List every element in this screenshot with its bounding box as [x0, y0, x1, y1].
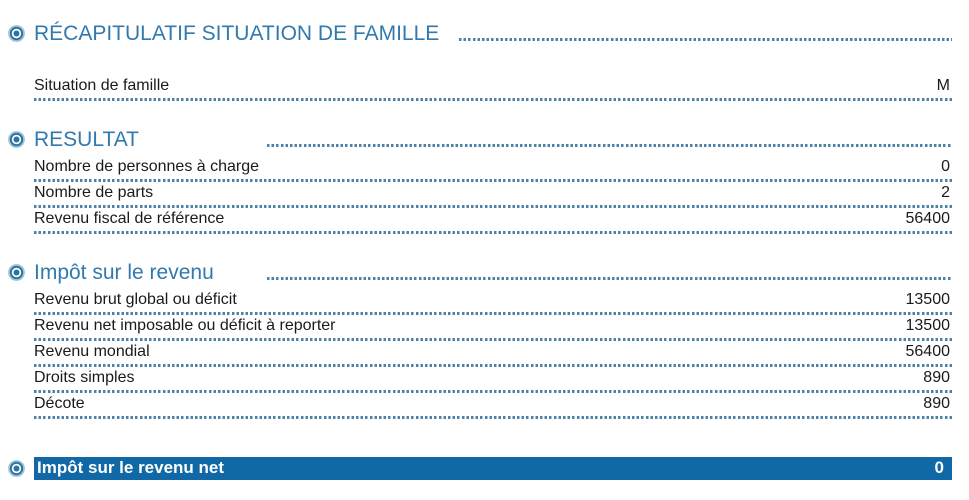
table-row: Revenu net imposable ou déficit à report…	[34, 315, 952, 341]
row-value: 890	[923, 369, 950, 386]
target-bullet-icon	[8, 131, 25, 148]
row-label: Revenu net imposable ou déficit à report…	[34, 317, 336, 334]
row-value: 13500	[905, 317, 951, 334]
target-bullet-icon	[8, 25, 25, 42]
table-row: Nombre de personnes à charge 0	[34, 156, 952, 182]
dotted-leader-line	[267, 144, 952, 147]
row-value: 890	[923, 395, 950, 412]
table-row: Revenu mondial 56400	[34, 341, 952, 367]
section-header-recapitulatif: RÉCAPITULATIF SITUATION DE FAMILLE	[8, 22, 952, 46]
target-bullet-icon	[8, 460, 25, 477]
row-label: Nombre de personnes à charge	[34, 158, 260, 175]
net-income-tax-highlight-bar: Impôt sur le revenu net 0	[34, 457, 952, 480]
section-title: RESULTAT	[34, 128, 140, 151]
table-row: Revenu fiscal de référence 56400	[34, 208, 952, 234]
dotted-leader-line	[459, 38, 952, 41]
row-value: M	[936, 77, 950, 94]
section-header-resultat: RESULTAT	[8, 128, 952, 152]
row-value: 56400	[905, 343, 951, 360]
total-value: 0	[934, 458, 944, 477]
table-row: Nombre de parts 2	[34, 182, 952, 208]
table-row: Situation de famille M	[34, 75, 952, 101]
section-title: RÉCAPITULATIF SITUATION DE FAMILLE	[34, 22, 440, 45]
total-label: Impôt sur le revenu net	[37, 458, 225, 477]
table-row: Décote 890	[34, 393, 952, 419]
row-value: 2	[941, 184, 950, 201]
target-bullet-icon	[8, 264, 25, 281]
section-header-impot-revenu: Impôt sur le revenu	[8, 261, 952, 285]
dotted-leader-line	[267, 277, 952, 280]
table-row: Revenu brut global ou déficit 13500	[34, 289, 952, 315]
section-title: Impôt sur le revenu	[34, 261, 214, 284]
row-label: Décote	[34, 395, 85, 412]
row-label: Nombre de parts	[34, 184, 154, 201]
row-label: Revenu brut global ou déficit	[34, 291, 237, 308]
row-label: Revenu fiscal de référence	[34, 210, 225, 227]
row-value: 56400	[905, 210, 951, 227]
row-label: Revenu mondial	[34, 343, 150, 360]
row-value: 0	[941, 158, 950, 175]
total-section: Impôt sur le revenu net 0	[8, 457, 952, 480]
row-label: Droits simples	[34, 369, 135, 386]
table-row: Droits simples 890	[34, 367, 952, 393]
row-value: 13500	[905, 291, 951, 308]
row-label: Situation de famille	[34, 77, 170, 94]
